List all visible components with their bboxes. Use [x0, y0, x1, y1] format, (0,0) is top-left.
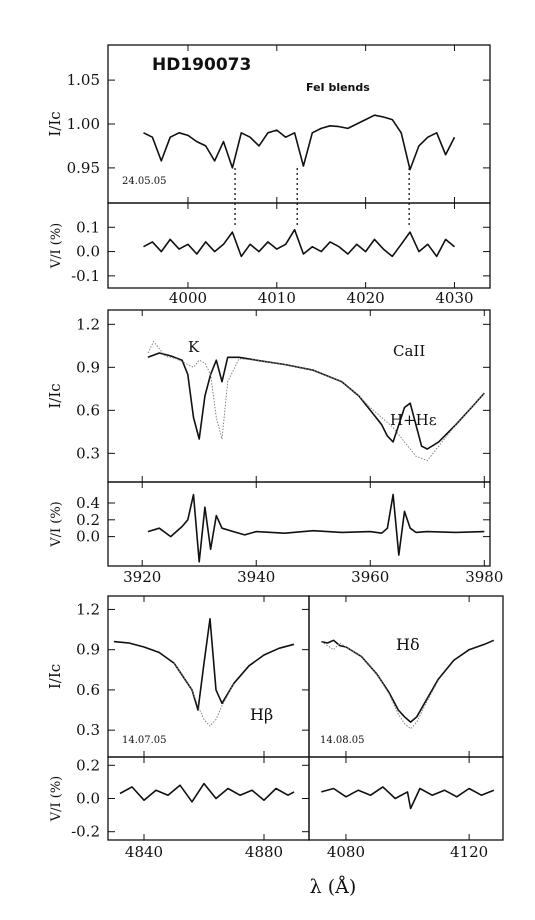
panel2-xtick-label-1: 3940 — [237, 568, 275, 586]
hbeta-line-label: Hβ — [250, 705, 273, 724]
panel1-polarization-ytick-label-1: 0.0 — [76, 243, 100, 261]
panel3-intensity-ytick-label-3: 1.2 — [76, 600, 100, 618]
panel3-polarization-ylabel: V/I (%) — [49, 776, 64, 823]
panel4-intensity-frame — [308, 595, 504, 758]
panel3-intensity-ytick-label-0: 0.3 — [76, 721, 100, 739]
star-name-label: HD190073 — [152, 55, 251, 75]
panel2-polarization-frame — [107, 481, 491, 567]
caII-annotation: CaII — [393, 342, 425, 360]
panel3-xtick-label-0: 4840 — [125, 843, 163, 861]
panel3-polarization-ytick-label-0: -0.2 — [71, 823, 100, 841]
panel3-intensity-ylabel: I/Ic — [46, 664, 64, 689]
panel1-intensity-ytick-label-1: 1.00 — [67, 115, 100, 133]
panel2-intensity-frame — [107, 309, 491, 483]
panel2-polarization-ytick-label-0: 0.0 — [76, 528, 100, 546]
panel2-intensity-ylabel: I/Ic — [46, 383, 64, 408]
date-label-panel1: 24.05.05 — [122, 176, 167, 187]
panel1-intensity-ylabel: I/Ic — [46, 111, 64, 136]
panel3-polarization-frame — [107, 756, 310, 841]
panel2-xtick-label-0: 3920 — [123, 568, 161, 586]
panel1-xtick-label-3: 4030 — [435, 289, 473, 307]
panel3-intensity-frame — [107, 595, 310, 758]
panel2-xtick-label-3: 3980 — [465, 568, 503, 586]
panel1-intensity-ytick-label-0: 0.95 — [67, 159, 100, 177]
panel2-intensity-ytick-label-0: 0.3 — [76, 444, 100, 462]
panel1-polarization-ytick-label-2: 0.1 — [76, 218, 100, 236]
panel3-polarization-ytick-label-1: 0.0 — [76, 790, 100, 808]
panel3-polarization-ytick-label-2: 0.2 — [76, 756, 100, 774]
x-axis-label: λ (Å) — [310, 876, 357, 898]
panel1-xtick-label-2: 4020 — [347, 289, 385, 307]
panel4-xtick-label-1: 4120 — [450, 843, 488, 861]
panel3-intensity-ytick-label-1: 0.6 — [76, 681, 100, 699]
panel2-polarization-ytick-label-1: 0.2 — [76, 511, 100, 529]
panel1-polarization-frame — [107, 202, 491, 289]
panel2-xtick-label-2: 3960 — [351, 568, 389, 586]
date-label-panel4: 14.08.05 — [320, 735, 365, 746]
k-line-label: K — [188, 338, 200, 356]
panel1-xtick-label-1: 4010 — [258, 289, 296, 307]
h-heps-line-label: H+Hε — [390, 411, 437, 429]
panel4-polarization-series-observed-0 — [321, 786, 495, 810]
panel1-xtick-label-0: 4000 — [169, 289, 207, 307]
panel2-intensity-series-observed-0 — [147, 352, 485, 450]
panel3-polarization-series-observed-0 — [119, 782, 295, 803]
panel2-polarization-series-observed-0 — [147, 493, 485, 563]
panel1-intensity-series-observed-0 — [143, 114, 456, 171]
panel3-xtick-label-1: 4880 — [245, 843, 283, 861]
hdelta-line-label: Hδ — [396, 635, 420, 654]
panel2-intensity-ytick-label-1: 0.6 — [76, 401, 100, 419]
panel1-polarization-series-observed-0 — [143, 228, 456, 258]
panel3-intensity-ytick-label-2: 0.9 — [76, 641, 100, 659]
panel1-polarization-ytick-label-0: -0.1 — [71, 267, 100, 285]
date-label-panel3: 14.07.05 — [122, 735, 167, 746]
panel2-intensity-ytick-label-3: 1.2 — [76, 315, 100, 333]
panel4-xtick-label-0: 4080 — [327, 843, 365, 861]
panel1-polarization-ylabel: V/I (%) — [49, 223, 64, 270]
panel1-intensity-ytick-label-2: 1.05 — [67, 71, 100, 89]
panel2-polarization-ylabel: V/I (%) — [49, 501, 64, 548]
panel4-intensity-series-comparison-1 — [321, 641, 439, 730]
panel3-intensity-series-observed-0 — [113, 617, 295, 711]
panel2-intensity-ytick-label-2: 0.9 — [76, 358, 100, 376]
panel3-intensity-series-comparison-1 — [173, 662, 235, 727]
feI-annotation: FeI blends — [306, 81, 370, 94]
panel4-polarization-frame — [308, 756, 504, 841]
panel2-intensity-series-comparison-1 — [147, 341, 485, 461]
panel2-polarization-ytick-label-2: 0.4 — [76, 494, 100, 512]
